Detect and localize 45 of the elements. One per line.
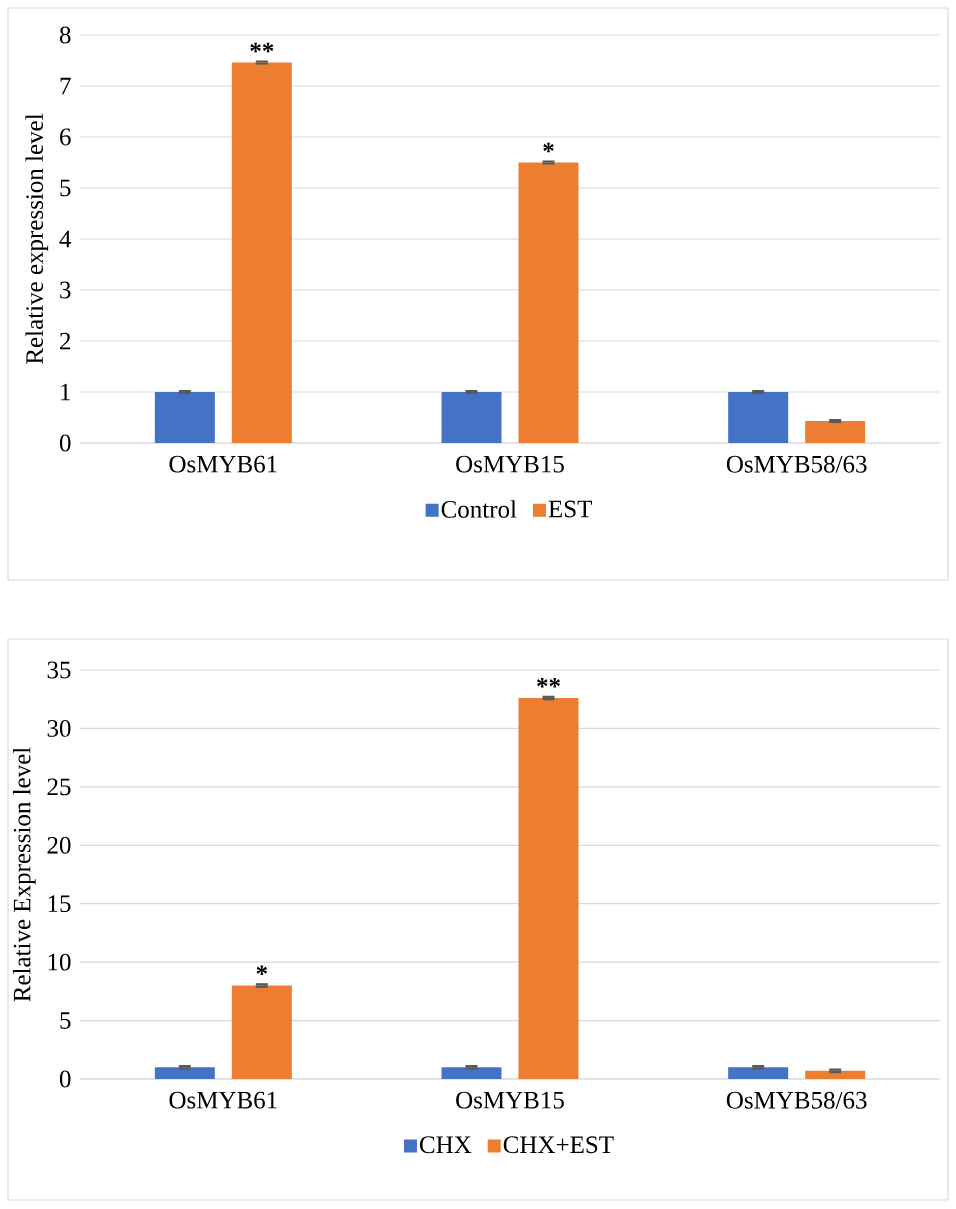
bar <box>231 62 292 443</box>
y-tick-label: 1 <box>61 383 70 401</box>
x-tick-label: OsMYB15 <box>456 1091 564 1109</box>
bar <box>728 391 789 443</box>
bar <box>805 421 866 443</box>
bar <box>154 391 215 443</box>
legend-label: CHX <box>419 1136 472 1154</box>
bar <box>154 1067 215 1079</box>
y-axis-title: Relative expression level <box>25 113 49 364</box>
y-tick-label: 35 <box>47 661 71 679</box>
y-axis-title: Relative Expression level <box>12 747 36 1002</box>
y-tick-label: 15 <box>48 895 71 913</box>
legend-label: CHX+EST <box>503 1136 614 1154</box>
bar <box>518 162 579 443</box>
y-tick-label: 7 <box>60 77 71 95</box>
x-tick-label: OsMYB58/63 <box>726 1091 867 1109</box>
x-tick-label: OsMYB61 <box>169 455 277 473</box>
annotation: ** <box>250 42 274 53</box>
y-tick-label: 30 <box>47 719 71 737</box>
bar <box>728 1067 789 1079</box>
y-tick-label: 8 <box>59 26 71 44</box>
y-tick-label: 5 <box>60 1012 71 1029</box>
y-tick-label: 20 <box>47 836 71 854</box>
y-tick-label: 6 <box>60 128 71 146</box>
bar <box>231 985 292 1079</box>
x-tick-label: OsMYB58/63 <box>726 455 867 473</box>
bar <box>441 391 502 443</box>
bar <box>441 1067 502 1079</box>
y-tick-label: 0 <box>59 1070 71 1088</box>
annotation: ** <box>537 678 560 688</box>
y-tick-label: 10 <box>48 953 71 971</box>
y-tick-label: 4 <box>59 230 72 248</box>
annotation: * <box>256 965 268 975</box>
x-tick-label: OsMYB15 <box>456 455 564 473</box>
y-tick-label: 3 <box>60 281 71 299</box>
annotation: * <box>543 142 554 153</box>
y-tick-label: 25 <box>47 778 71 796</box>
legend-label: EST <box>548 500 592 518</box>
bar <box>805 1070 866 1079</box>
y-tick-label: 5 <box>60 179 71 197</box>
legend-label: Control <box>441 500 517 518</box>
y-tick-label: 2 <box>60 332 71 350</box>
y-tick-label: 0 <box>59 434 71 452</box>
bar <box>518 698 579 1079</box>
x-tick-label: OsMYB61 <box>169 1091 277 1109</box>
